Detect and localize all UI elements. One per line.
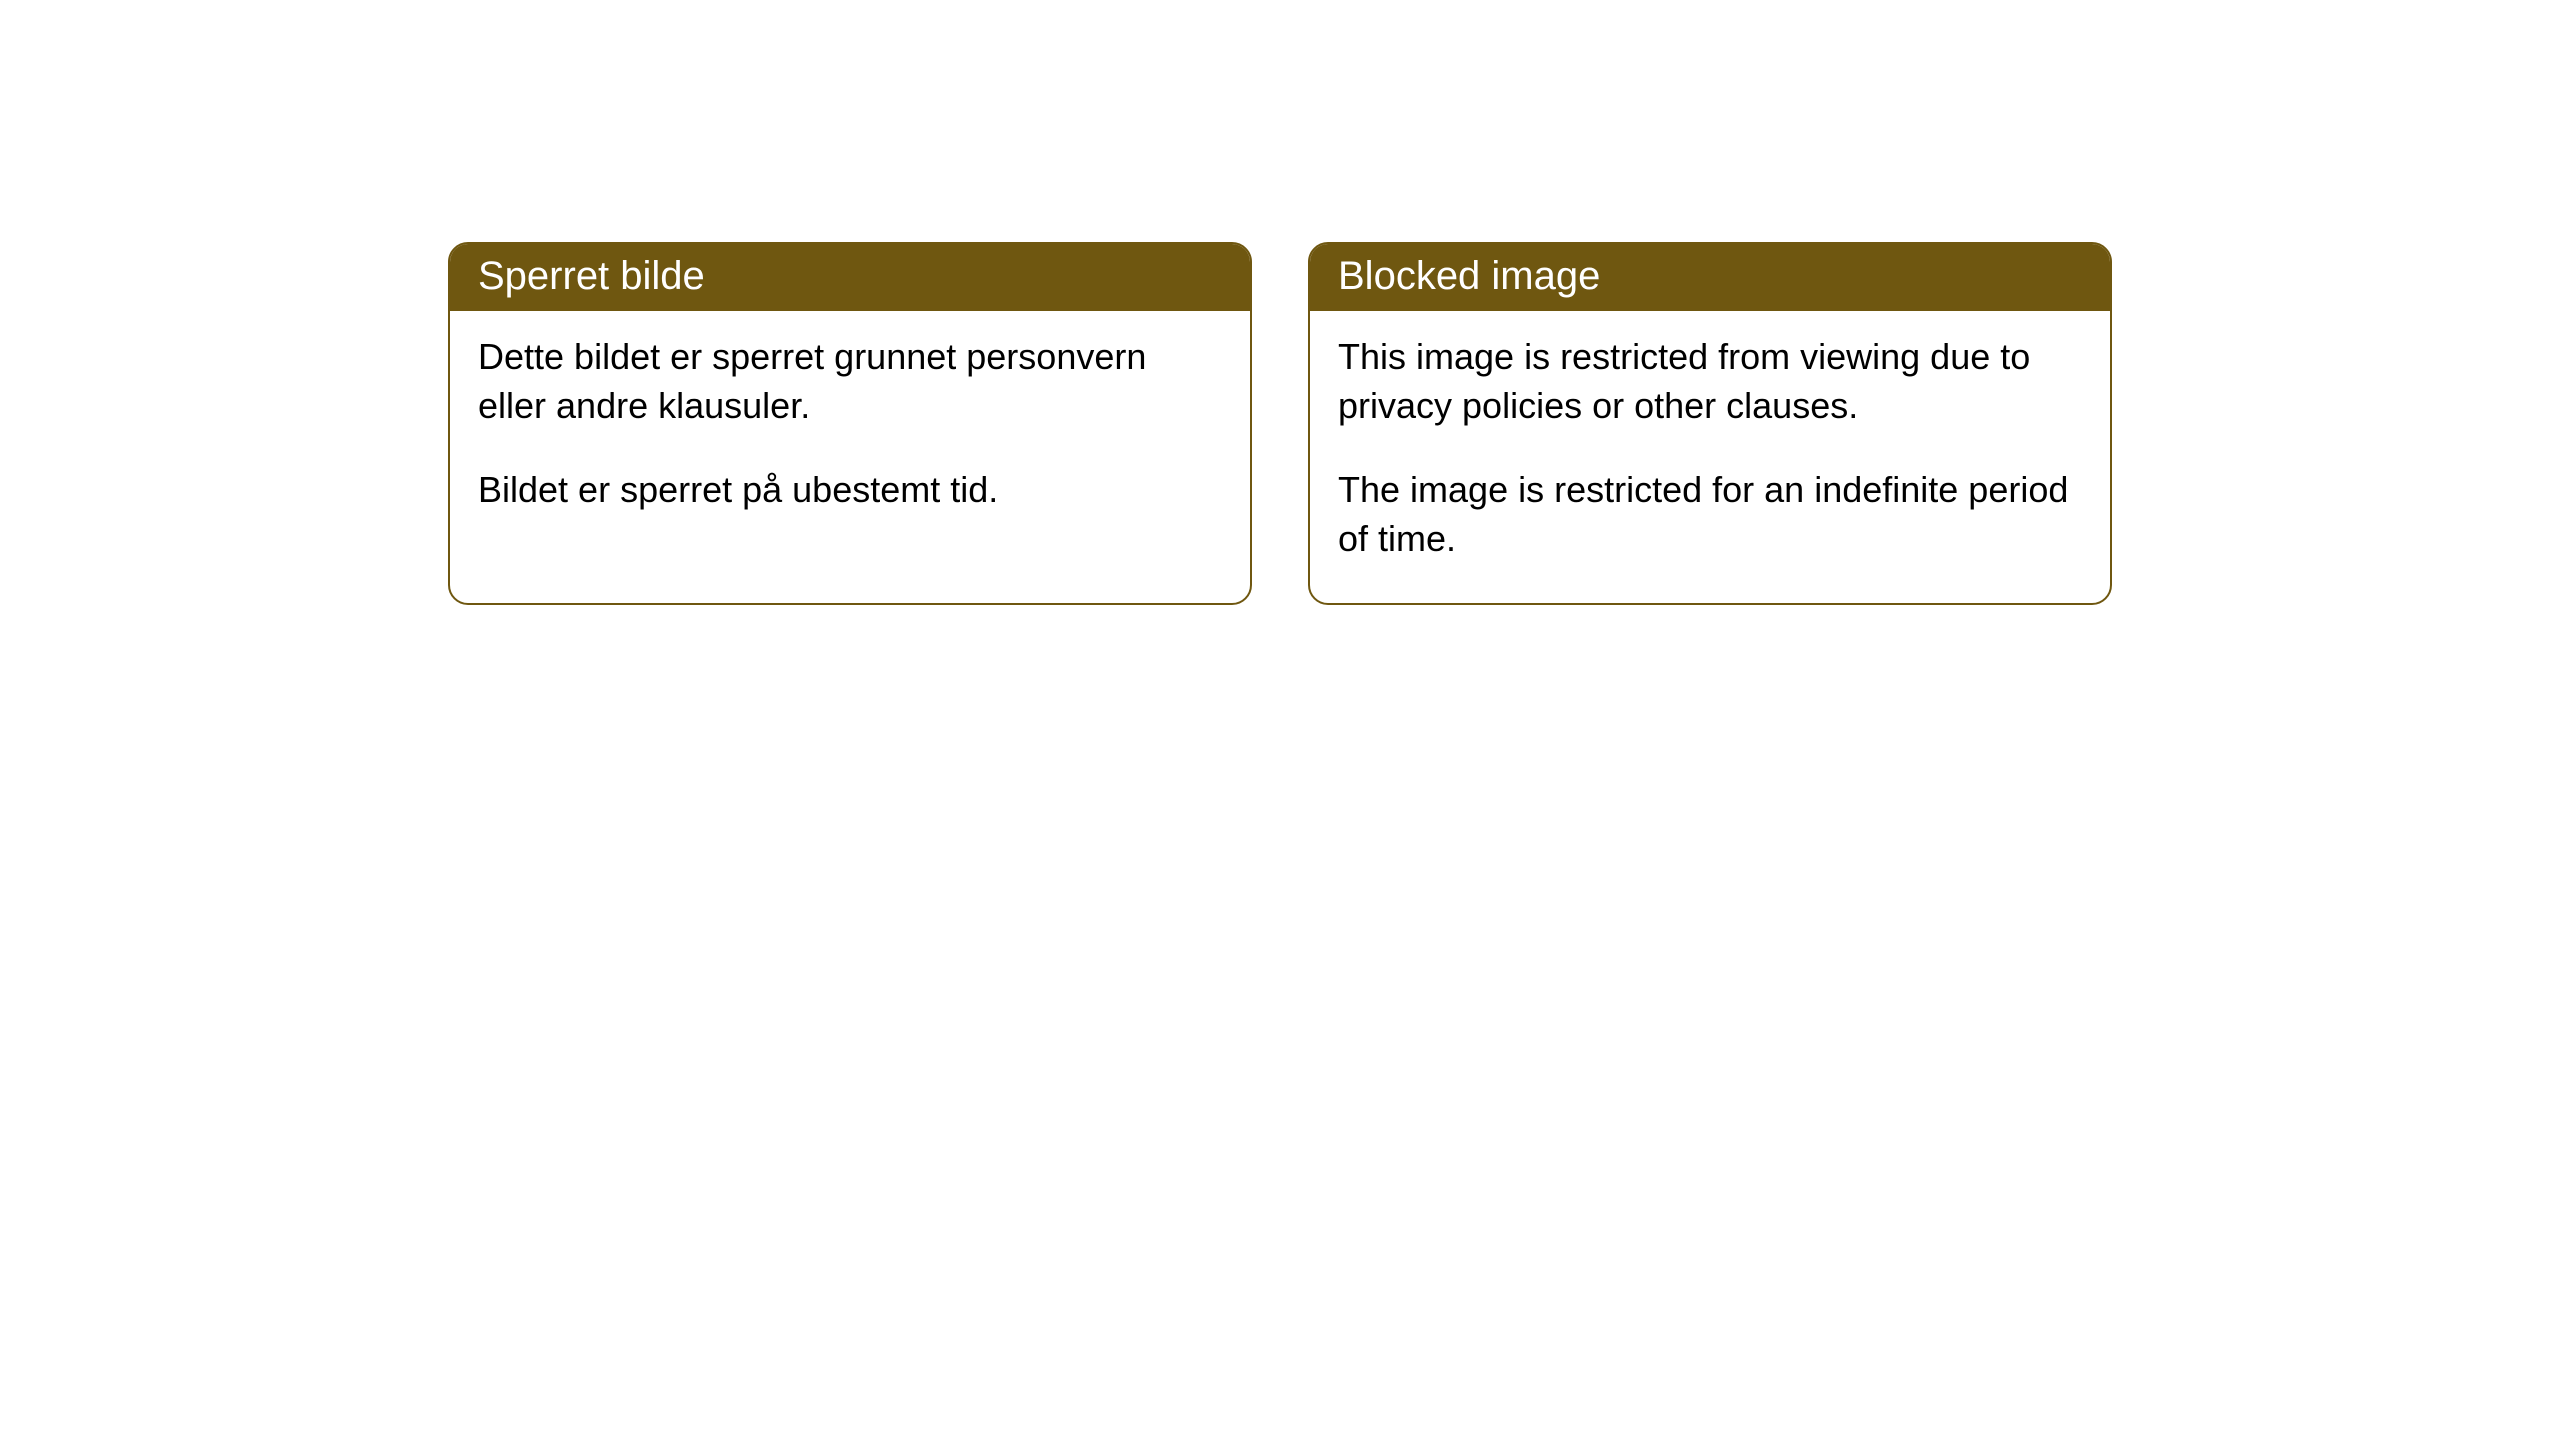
- card-header: Blocked image: [1310, 244, 2110, 311]
- card-body: Dette bildet er sperret grunnet personve…: [450, 311, 1250, 555]
- blocked-image-card-en: Blocked image This image is restricted f…: [1308, 242, 2112, 605]
- card-paragraph-2: The image is restricted for an indefinit…: [1338, 466, 2082, 563]
- card-body: This image is restricted from viewing du…: [1310, 311, 2110, 603]
- card-paragraph-2: Bildet er sperret på ubestemt tid.: [478, 466, 1222, 515]
- cards-container: Sperret bilde Dette bildet er sperret gr…: [0, 242, 2560, 605]
- blocked-image-card-no: Sperret bilde Dette bildet er sperret gr…: [448, 242, 1252, 605]
- card-header: Sperret bilde: [450, 244, 1250, 311]
- card-paragraph-1: Dette bildet er sperret grunnet personve…: [478, 333, 1222, 430]
- card-paragraph-1: This image is restricted from viewing du…: [1338, 333, 2082, 430]
